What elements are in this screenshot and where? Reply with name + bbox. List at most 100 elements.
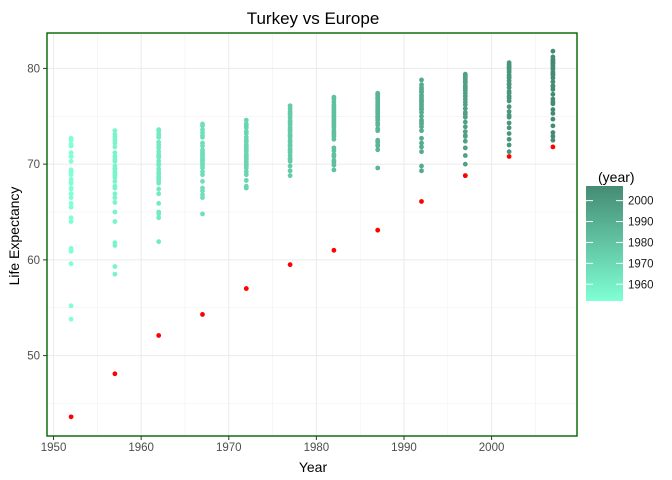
europe-point: [419, 77, 424, 83]
europe-point: [419, 135, 424, 141]
europe-point: [112, 128, 118, 134]
europe-point: [243, 178, 249, 183]
europe-point: [68, 204, 74, 210]
x-axis-title: Year: [299, 459, 328, 475]
europe-point: [200, 156, 205, 162]
europe-point: [506, 142, 512, 148]
europe-point: [68, 316, 74, 322]
panel-border: [46, 32, 578, 437]
europe-point: [68, 154, 74, 159]
europe-point: [287, 103, 293, 109]
turkey-point: [243, 286, 249, 291]
europe-point: [68, 135, 74, 141]
europe-point: [112, 209, 118, 215]
europe-point: [243, 121, 249, 127]
europe-point: [550, 84, 556, 90]
europe-point: [200, 178, 205, 184]
europe-point: [375, 165, 381, 171]
europe-point: [331, 152, 337, 157]
europe-point: [550, 116, 556, 122]
europe-point: [506, 65, 512, 70]
europe-point: [462, 111, 468, 117]
europe-point: [156, 127, 162, 133]
europe-point: [200, 211, 205, 217]
europe-point: [506, 112, 512, 118]
europe-point: [112, 183, 118, 189]
europe-point: [550, 137, 556, 143]
europe-point: [68, 167, 74, 173]
europe-point: [200, 127, 205, 133]
europe-point: [156, 200, 162, 206]
europe-point: [156, 239, 162, 245]
europe-point: [550, 111, 556, 116]
chart-title: Turkey vs Europe: [247, 9, 380, 28]
y-axis: 50 60 70 80: [27, 63, 47, 363]
europe-point: [506, 104, 512, 110]
y-axis-title: Life Expectancy: [6, 187, 22, 286]
europe-point: [112, 150, 118, 156]
legend-tick-label: 1960: [628, 279, 654, 291]
x-tick-label: 1980: [304, 442, 330, 454]
europe-point: [375, 126, 381, 132]
europe-point: [419, 128, 424, 134]
europe-point: [419, 119, 424, 125]
europe-point: [68, 158, 74, 164]
europe-point: [419, 113, 424, 119]
europe-point: [200, 121, 205, 127]
europe-point: [375, 114, 381, 120]
europe-point: [112, 154, 118, 159]
turkey-point: [419, 199, 424, 204]
europe-point: [287, 168, 293, 174]
europe-point: [462, 119, 468, 125]
europe-point: [156, 191, 162, 197]
europe-point: [419, 82, 424, 88]
europe-point: [200, 169, 205, 175]
europe-point: [506, 95, 512, 101]
europe-point: [200, 147, 205, 153]
europe-point: [200, 185, 205, 191]
europe-point: [331, 130, 337, 135]
europe-point: [550, 99, 556, 105]
y-tick-label: 80: [27, 63, 40, 75]
europe-point: [68, 200, 74, 206]
europe-point: [375, 91, 381, 97]
europe-point: [506, 136, 512, 142]
europe-point: [112, 132, 118, 137]
europe-point: [506, 74, 512, 80]
grid: [47, 33, 577, 436]
europe-point: [200, 140, 205, 146]
y-tick-label: 70: [27, 159, 40, 171]
europe-point: [287, 163, 293, 169]
europe-point: [156, 209, 162, 215]
europe-point: [68, 191, 74, 197]
europe-point: [550, 71, 556, 77]
europe-point: [375, 142, 381, 148]
europe-point: [506, 125, 512, 131]
europe-point: [462, 153, 468, 158]
europe-point: [68, 303, 74, 309]
europe-point: [506, 60, 512, 66]
data-points: [68, 48, 556, 420]
europe-point: [550, 79, 556, 85]
europe-point: [462, 106, 468, 112]
europe-point: [112, 240, 118, 246]
europe-point: [68, 177, 74, 182]
europe-point: [243, 134, 249, 140]
europe-point: [112, 271, 118, 277]
europe-point: [243, 129, 249, 134]
color-legend: (year) 1960 1970 1980 1990 2000: [586, 169, 654, 301]
turkey-point: [331, 247, 337, 253]
europe-point: [112, 264, 118, 269]
y-tick-label: 60: [27, 255, 40, 267]
europe-point: [419, 140, 424, 146]
europe-point: [287, 133, 293, 138]
europe-point: [287, 142, 293, 148]
europe-point: [287, 156, 293, 162]
europe-point: [462, 129, 468, 134]
europe-point: [68, 150, 74, 156]
turkey-point: [68, 414, 74, 420]
europe-point: [68, 248, 74, 254]
europe-point: [331, 113, 337, 119]
europe-point: [156, 215, 162, 221]
europe-point: [506, 120, 512, 126]
